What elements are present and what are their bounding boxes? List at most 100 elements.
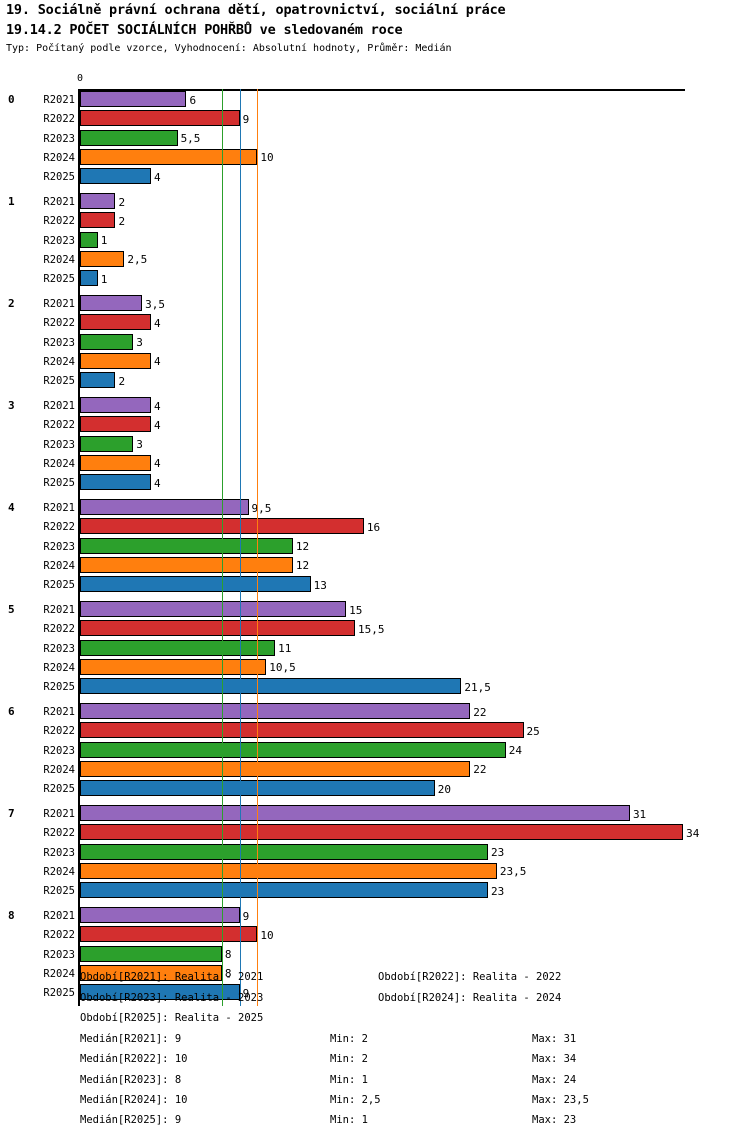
min-label-R2025: Min: 1 [330, 1114, 368, 1127]
row-label-5-R2023: R2023 [43, 642, 75, 655]
bar-value-6-R2021: 22 [473, 705, 487, 719]
min-label-R2021: Min: 2 [330, 1033, 368, 1045]
bar-value-6-R2025: 20 [437, 782, 452, 796]
row-label-1-R2025: R2025 [43, 273, 75, 286]
row-label-7-R2024: R2024 [43, 865, 75, 878]
bar-8-R2025[interactable] [80, 984, 240, 1001]
bar-0-R2023[interactable] [80, 129, 178, 146]
bar-2-R2022[interactable] [80, 314, 151, 331]
group-index-label-4: 4 [8, 501, 15, 514]
bar-value-3-R2021: 4 [153, 399, 161, 413]
bar-4-R2023[interactable] [80, 537, 293, 554]
row-label-1-R2022: R2022 [43, 215, 75, 228]
bar-value-6-R2024: 22 [473, 763, 487, 777]
bar-4-R2025[interactable] [80, 576, 311, 593]
row-label-7-R2025: R2025 [43, 885, 75, 898]
bar-8-R2024[interactable] [80, 964, 222, 981]
median-label-R2024: Medián[R2024]: 10 [80, 1093, 188, 1106]
bar-6-R2024[interactable] [80, 760, 471, 777]
bar-5-R2024[interactable] [80, 658, 267, 675]
group-index-label-5: 5 [8, 603, 15, 616]
bar-8-R2023[interactable] [80, 945, 222, 962]
bar-7-R2022[interactable] [80, 824, 684, 841]
bar-7-R2024[interactable] [80, 862, 497, 879]
bar-value-3-R2023: 3 [136, 438, 143, 452]
page-title-line1: 19. Sociálně právní ochrana dětí, opatro… [6, 2, 506, 18]
bar-6-R2025[interactable] [80, 780, 435, 797]
bar-value-1-R2024: 2,5 [127, 253, 148, 267]
bar-value-5-R2021: 15 [349, 603, 363, 617]
max-label-R2021: Max: 31 [532, 1033, 577, 1045]
median-label-R2023: Medián[R2023]: 8 [80, 1073, 182, 1086]
bar-1-R2024[interactable] [80, 250, 125, 267]
bar-value-5-R2023: 11 [278, 642, 292, 656]
group-index-label-0: 0 [8, 93, 15, 106]
bar-value-0-R2021: 6 [189, 93, 197, 107]
bar-value-5-R2025: 21,5 [464, 680, 491, 694]
row-label-7-R2023: R2023 [43, 846, 75, 859]
bar-5-R2025[interactable] [80, 678, 462, 695]
row-label-4-R2023: R2023 [43, 540, 75, 553]
bar-1-R2022[interactable] [80, 212, 116, 229]
row-label-0-R2023: R2023 [43, 132, 75, 145]
bar-3-R2025[interactable] [80, 474, 151, 491]
legend-item-R2025: Období[R2025]: Realita - 2025 [80, 1012, 264, 1024]
bar-value-5-R2022: 15,5 [357, 622, 385, 636]
bar-8-R2022[interactable] [80, 926, 258, 943]
bar-2-R2021[interactable] [80, 295, 143, 311]
bar-3-R2023[interactable] [80, 435, 134, 452]
row-label-8-R2025: R2025 [43, 987, 75, 1000]
row-label-6-R2024: R2024 [43, 763, 75, 776]
row-label-3-R2022: R2022 [43, 419, 75, 432]
row-label-5-R2025: R2025 [43, 681, 75, 694]
bar-6-R2022[interactable] [80, 722, 524, 739]
bar-3-R2024[interactable] [80, 454, 151, 471]
bar-0-R2022[interactable] [80, 110, 240, 127]
bar-6-R2021[interactable] [80, 703, 471, 719]
median-line-R2023 [221, 89, 223, 1006]
bar-3-R2022[interactable] [80, 416, 151, 433]
bar-0-R2024[interactable] [80, 148, 258, 165]
row-label-6-R2025: R2025 [43, 783, 75, 796]
bar-3-R2021[interactable] [80, 397, 151, 413]
bar-7-R2023[interactable] [80, 843, 489, 860]
bar-5-R2021[interactable] [80, 601, 347, 617]
bar-value-0-R2023: 5,5 [180, 132, 201, 146]
row-label-1-R2024: R2024 [43, 253, 75, 266]
bar-value-2-R2024: 4 [153, 355, 161, 369]
group-index-label-1: 1 [8, 195, 15, 208]
bar-1-R2021[interactable] [80, 193, 116, 209]
bar-8-R2021[interactable] [80, 907, 240, 923]
bar-7-R2025[interactable] [80, 882, 489, 899]
row-label-5-R2021: R2021 [43, 604, 75, 616]
bar-2-R2024[interactable] [80, 352, 151, 369]
bar-2-R2023[interactable] [80, 333, 134, 350]
row-label-4-R2022: R2022 [43, 521, 75, 534]
bar-value-5-R2024: 10,5 [269, 661, 296, 675]
group-index-label-7: 7 [8, 807, 15, 820]
bar-7-R2021[interactable] [80, 805, 630, 821]
y-axis-line [78, 89, 80, 1006]
bar-2-R2025[interactable] [80, 372, 116, 389]
bar-value-8-R2021: 9 [242, 909, 250, 923]
bar-0-R2021[interactable] [80, 91, 187, 107]
bar-1-R2023[interactable] [80, 231, 98, 248]
row-label-3-R2023: R2023 [43, 438, 75, 451]
bar-5-R2022[interactable] [80, 620, 355, 637]
min-label-R2023: Min: 1 [330, 1073, 368, 1086]
median-line-R2022 [257, 89, 259, 1006]
median-label-R2021: Medián[R2021]: 9 [80, 1033, 182, 1045]
bar-4-R2024[interactable] [80, 556, 293, 573]
row-label-2-R2021: R2021 [43, 298, 75, 310]
bar-6-R2023[interactable] [80, 741, 506, 758]
group-index-label-8: 8 [8, 909, 15, 922]
bar-5-R2023[interactable] [80, 639, 276, 656]
row-label-0-R2025: R2025 [43, 171, 75, 184]
bar-value-2-R2021: 3,5 [145, 297, 165, 311]
bar-1-R2025[interactable] [80, 270, 98, 287]
bar-4-R2022[interactable] [80, 518, 364, 535]
bar-4-R2021[interactable] [80, 499, 249, 515]
bar-0-R2025[interactable] [80, 168, 151, 185]
bar-value-0-R2022: 9 [242, 112, 250, 126]
